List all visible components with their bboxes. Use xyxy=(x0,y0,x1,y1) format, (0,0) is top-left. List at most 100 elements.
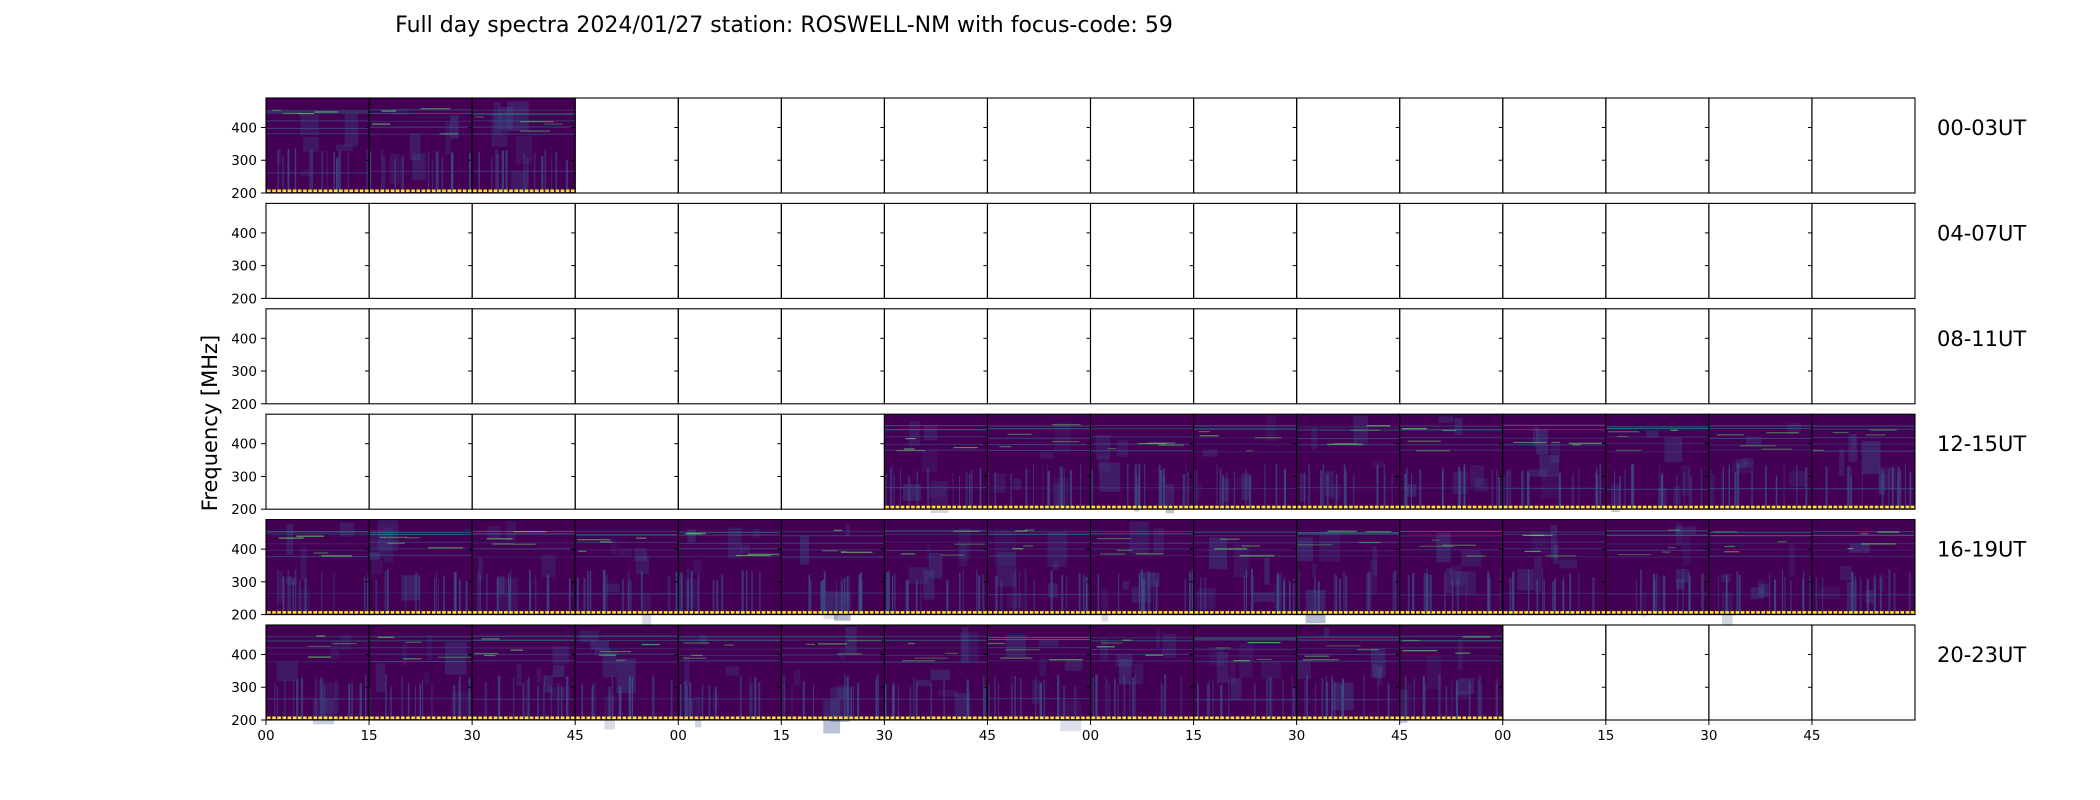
spectrum-panel xyxy=(1704,308,1813,405)
y-tick-label: 400 xyxy=(231,647,257,663)
spectrum-background xyxy=(1296,519,1400,615)
panel-frame xyxy=(1193,97,1298,194)
spectrum-panel xyxy=(880,624,989,721)
spectrum-panel xyxy=(1086,413,1195,514)
spectrum-panel xyxy=(1292,624,1401,721)
spectrum-background xyxy=(987,414,1091,510)
x-tick-label: 30 xyxy=(1700,728,1717,744)
x-tick-label: 45 xyxy=(979,728,996,744)
spectrum-panel xyxy=(468,413,576,510)
row-label: 12-15UT xyxy=(1937,432,2026,456)
spectrum-panel xyxy=(571,413,679,510)
y-tick-label: 400 xyxy=(231,331,257,347)
panel-frame xyxy=(574,308,679,405)
spectrum-panel xyxy=(1292,97,1401,194)
spectrum-panel xyxy=(571,97,679,194)
panel-frame xyxy=(1296,202,1401,299)
spectrum-panel xyxy=(1704,624,1813,721)
panel-frame xyxy=(368,308,473,405)
panel-frame xyxy=(1605,308,1710,405)
spectrum-panel xyxy=(265,97,370,194)
spectrum-panel xyxy=(1498,202,1607,299)
spectra-row-12-15UT: 200 300 400 12-15UT xyxy=(231,413,2026,518)
spectrum-panel xyxy=(365,413,473,510)
panel-frame xyxy=(471,413,576,510)
panel-frame xyxy=(1399,202,1504,299)
panel-frame xyxy=(1605,97,1710,194)
spectrum-panel xyxy=(1292,519,1401,624)
spectrum-panel xyxy=(1086,308,1195,405)
spectrum-panel xyxy=(1807,97,1916,194)
spectrum-panel xyxy=(1189,413,1298,510)
spectrum-panel xyxy=(1498,519,1607,616)
panel-frame xyxy=(1502,202,1607,299)
spectrum-panel xyxy=(1601,413,1710,513)
y-tick-label: 300 xyxy=(231,469,257,485)
panel-frame xyxy=(1502,308,1607,405)
spectrum-panel xyxy=(1395,413,1504,510)
spectrum-panel xyxy=(1395,202,1504,299)
panel-frame xyxy=(883,202,989,299)
spectrum-panel xyxy=(1704,202,1813,299)
x-tick-label: 45 xyxy=(1391,728,1408,744)
spectrum-panel xyxy=(468,519,576,616)
y-tick-label: 300 xyxy=(231,575,257,591)
y-tick-label: 300 xyxy=(231,259,257,275)
y-tick-label: 400 xyxy=(231,542,257,558)
panel-frame xyxy=(1296,97,1401,194)
panel-frame xyxy=(1708,308,1813,405)
x-tick-label: 45 xyxy=(567,728,584,744)
panel-frame xyxy=(1811,624,1916,721)
spectrum-panel xyxy=(983,97,1092,194)
y-tick-label: 300 xyxy=(231,680,257,696)
panel-frame xyxy=(677,413,782,510)
x-tick-label: 00 xyxy=(1494,728,1511,744)
panel-frame xyxy=(780,97,885,194)
row-label: 08-11UT xyxy=(1937,327,2026,351)
panel-frame xyxy=(986,202,1092,299)
spectrum-panel xyxy=(1601,97,1710,194)
spectrum-panel xyxy=(1086,624,1195,721)
panel-frame xyxy=(265,308,370,405)
spectrum-panel xyxy=(1189,97,1298,194)
panel-frame xyxy=(1296,308,1401,405)
panel-frame xyxy=(471,202,576,299)
panel-frame xyxy=(471,308,576,405)
spectrum-panel xyxy=(1498,624,1607,721)
spectrum-panel xyxy=(1292,413,1401,510)
spectrum-background xyxy=(1708,414,1812,510)
panel-frame xyxy=(1502,97,1607,194)
y-tick-label: 300 xyxy=(231,153,257,169)
panel-frame xyxy=(1811,97,1916,194)
x-tick-label: 15 xyxy=(1185,728,1202,744)
spectrum-panel xyxy=(777,97,885,194)
spectrum-panel xyxy=(265,308,370,405)
panel-frame xyxy=(677,202,782,299)
spectrum-background xyxy=(1193,625,1297,720)
spectrum-background xyxy=(1399,519,1503,615)
spectrum-panel xyxy=(880,413,989,514)
y-tick-label: 200 xyxy=(231,713,257,729)
spectrum-background xyxy=(987,625,1091,720)
spectrum-panel xyxy=(880,97,989,194)
spectrum-panel xyxy=(983,413,1092,510)
spectrum-panel xyxy=(365,308,473,405)
y-tick-label: 200 xyxy=(231,397,257,413)
panel-frame xyxy=(574,97,679,194)
spectrum-panel xyxy=(777,202,885,299)
panel-frame xyxy=(883,308,989,405)
spectrum-panel xyxy=(880,202,989,299)
x-axis: 00 15 30 45 00 15 30 45 00 15 30 45 00 15 30 45 xyxy=(257,720,1821,744)
spectrum-panel xyxy=(777,413,885,510)
spectrum-panel xyxy=(1292,202,1401,299)
panel-frame xyxy=(265,202,370,299)
spectrum-background xyxy=(781,625,885,720)
spectrum-background xyxy=(472,519,576,615)
panel-frame xyxy=(1811,308,1916,405)
chart-title: Full day spectra 2024/01/27 station: ROS… xyxy=(395,13,1173,38)
x-tick-label: 30 xyxy=(876,728,893,744)
row-label: 04-07UT xyxy=(1937,221,2026,245)
x-tick-label: 00 xyxy=(670,728,687,744)
panel-frame xyxy=(265,413,370,510)
